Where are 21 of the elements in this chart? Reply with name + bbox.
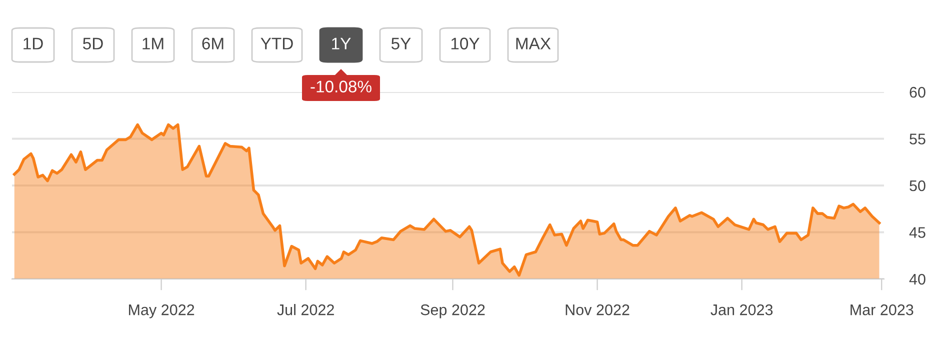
text: 10Y — [451, 38, 480, 50]
x-tick-label: Nov 2022 — [566, 304, 630, 316]
x-tick-label: Mar 2023 — [850, 304, 914, 316]
annotation: -10.08% — [310, 80, 372, 92]
y-tick-label: 50 — [910, 180, 926, 192]
text: 5D — [83, 38, 103, 50]
x-tick-label: May 2022 — [128, 304, 194, 318]
x-tick-label: Sep 2022 — [420, 304, 485, 318]
x-tick-label: Jan 2023 — [710, 304, 773, 316]
text: 1M — [142, 38, 164, 50]
text: 6M — [202, 38, 224, 50]
y-tick-label: 55 — [910, 134, 926, 144]
text: MAX — [516, 38, 551, 50]
text: 1D — [24, 38, 43, 50]
text: 1Y — [332, 38, 351, 50]
y-tick-label: 60 — [910, 86, 926, 98]
text: 5Y — [391, 38, 411, 50]
text: YTD — [260, 38, 293, 50]
x-tick-label: Jul 2022 — [277, 304, 334, 316]
y-tick-label: 45 — [909, 227, 926, 238]
y-tick-label: 40 — [909, 274, 926, 285]
